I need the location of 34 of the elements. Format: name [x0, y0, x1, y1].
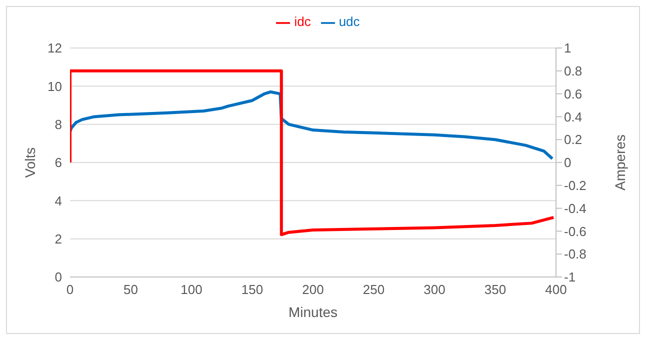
x-tick-label: 250 [362, 282, 385, 298]
y2-tick-label: -0.6 [564, 224, 586, 239]
y2-tick-label: 0 [564, 155, 572, 170]
line-series [70, 90, 554, 160]
y2-tick-label: -0.8 [564, 246, 586, 262]
y2-tick-label: 0.6 [564, 86, 582, 102]
x-tick-label: 400 [545, 282, 567, 298]
y2-tick-label: 0.4 [564, 109, 582, 124]
y2-tick-label: 0.2 [564, 132, 582, 148]
y2-axis-title: Amperes [612, 134, 628, 191]
x-axis-title: Minutes [288, 304, 338, 320]
y-tick-label: 4 [54, 193, 62, 208]
x-tick-label: 100 [180, 282, 202, 298]
y2-tick-label: -0.2 [564, 178, 586, 194]
y-tick-label: 8 [54, 116, 62, 132]
x-tick-label: 50 [124, 282, 138, 298]
y-axis-title: Volts [22, 147, 38, 178]
y2-tick-label: -0.4 [564, 200, 586, 216]
y2-tick-label: 1 [564, 40, 572, 56]
x-tick-label: 0 [66, 282, 74, 298]
x-tick-label: 200 [302, 282, 324, 298]
x-tick-label: 150 [241, 282, 264, 298]
y-tick-label: 10 [48, 78, 62, 94]
y-tick-label: 6 [54, 155, 62, 170]
legend-label: udc [338, 14, 360, 29]
line-series [70, 69, 556, 236]
y-tick-label: 2 [54, 231, 62, 246]
y-tick-label: 12 [48, 40, 62, 56]
legend-label: idc [294, 14, 311, 29]
x-tick-label: 300 [424, 282, 446, 298]
y-tick-label: 0 [54, 270, 62, 285]
y2-tick-label: -1 [564, 270, 576, 285]
y2-tick-label: 0.8 [564, 64, 582, 79]
x-tick-label: 350 [484, 282, 506, 298]
